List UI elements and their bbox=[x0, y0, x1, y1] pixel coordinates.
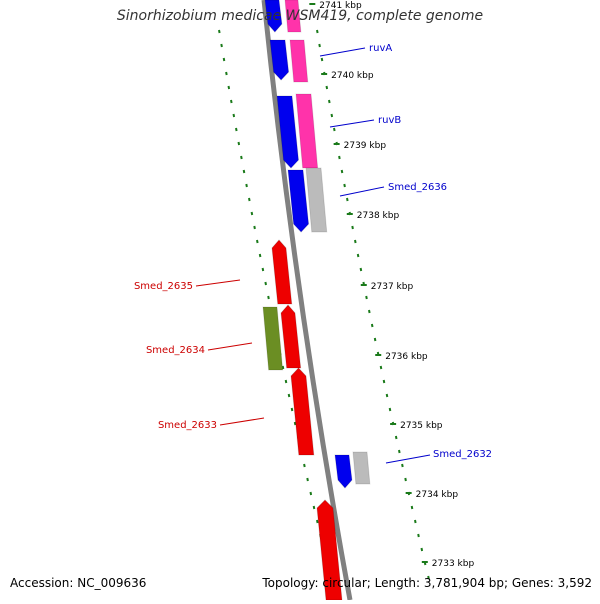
gene-label-Smed_2635: Smed_2635 bbox=[134, 281, 193, 292]
gene-arrow-ruvA bbox=[269, 39, 290, 81]
leader-line-Smed_2633 bbox=[219, 417, 265, 426]
gene-arrow-ruvB bbox=[276, 95, 300, 169]
backbone-line bbox=[261, 0, 353, 601]
gene-label-Smed_2632: Smed_2632 bbox=[433, 449, 492, 460]
scale-label: 2734 kbp bbox=[416, 490, 459, 500]
gene-label-ruvA: ruvA bbox=[369, 43, 392, 54]
leader-line-Smed_2635 bbox=[195, 279, 241, 287]
cog-box-ruvA bbox=[289, 39, 309, 83]
cog-box-Smed_2634 bbox=[262, 306, 284, 371]
accession-text: Accession: NC_009636 bbox=[10, 576, 147, 590]
cog-box-Smed_2632 bbox=[352, 451, 371, 485]
gene-arrow-Smed_2632 bbox=[334, 454, 353, 489]
gene-label-Smed_2636: Smed_2636 bbox=[388, 182, 447, 193]
genome-title: Sinorhizobium medicae WSM419, complete g… bbox=[116, 8, 484, 24]
gene-arrow-Smed_2636 bbox=[287, 169, 310, 233]
scale-label: 2741 kbp bbox=[319, 1, 362, 11]
scale-label: 2733 kbp bbox=[432, 559, 475, 569]
gene-label-Smed_2634: Smed_2634 bbox=[146, 345, 205, 356]
leader-line-Smed_2634 bbox=[207, 342, 253, 351]
scale-label: 2737 kbp bbox=[371, 282, 414, 292]
scale-label: 2740 kbp bbox=[331, 71, 374, 81]
leader-line-ruvB bbox=[329, 119, 375, 128]
gene-label-Smed_2633: Smed_2633 bbox=[158, 420, 217, 431]
gene-arrow-g1 bbox=[264, 0, 283, 33]
gene-label-ruvB: ruvB bbox=[378, 115, 401, 126]
cog-box-g1 bbox=[284, 0, 302, 33]
leader-line-ruvA bbox=[319, 47, 366, 57]
leader-line-Smed_2636 bbox=[339, 186, 385, 197]
cog-box-ruvB bbox=[295, 93, 319, 169]
topology-text: Topology: circular; Length: 3,781,904 bp… bbox=[262, 576, 592, 590]
leader-line-Smed_2632 bbox=[385, 454, 431, 464]
scale-label: 2735 kbp bbox=[400, 421, 443, 431]
gene-arrow-Smed_2635 bbox=[271, 239, 293, 305]
gene-arrow-Smed_2634 bbox=[280, 304, 302, 369]
cog-box-Smed_2636 bbox=[305, 167, 328, 233]
scale-label: 2738 kbp bbox=[357, 211, 400, 221]
scale-label: 2736 kbp bbox=[385, 352, 428, 362]
scale-label: 2739 kbp bbox=[344, 141, 387, 151]
gene-arrow-Smed_2633 bbox=[290, 367, 315, 456]
